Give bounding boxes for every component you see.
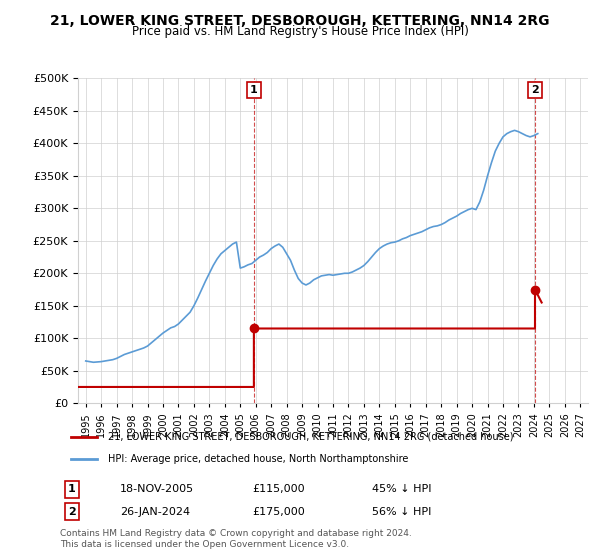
Text: 45% ↓ HPI: 45% ↓ HPI — [372, 484, 431, 494]
Text: 1: 1 — [68, 484, 76, 494]
Text: HPI: Average price, detached house, North Northamptonshire: HPI: Average price, detached house, Nort… — [107, 454, 408, 464]
Text: 18-NOV-2005: 18-NOV-2005 — [120, 484, 194, 494]
Text: 1: 1 — [250, 85, 258, 95]
Text: £115,000: £115,000 — [252, 484, 305, 494]
Text: 21, LOWER KING STREET, DESBOROUGH, KETTERING, NN14 2RG (detached house): 21, LOWER KING STREET, DESBOROUGH, KETTE… — [107, 432, 513, 442]
Text: 21, LOWER KING STREET, DESBOROUGH, KETTERING, NN14 2RG: 21, LOWER KING STREET, DESBOROUGH, KETTE… — [50, 14, 550, 28]
Text: 2: 2 — [531, 85, 539, 95]
Text: Price paid vs. HM Land Registry's House Price Index (HPI): Price paid vs. HM Land Registry's House … — [131, 25, 469, 38]
Text: 26-JAN-2024: 26-JAN-2024 — [120, 507, 190, 517]
Text: 2: 2 — [68, 507, 76, 517]
Text: Contains HM Land Registry data © Crown copyright and database right 2024.
This d: Contains HM Land Registry data © Crown c… — [60, 529, 412, 549]
Text: 56% ↓ HPI: 56% ↓ HPI — [372, 507, 431, 517]
Text: £175,000: £175,000 — [252, 507, 305, 517]
